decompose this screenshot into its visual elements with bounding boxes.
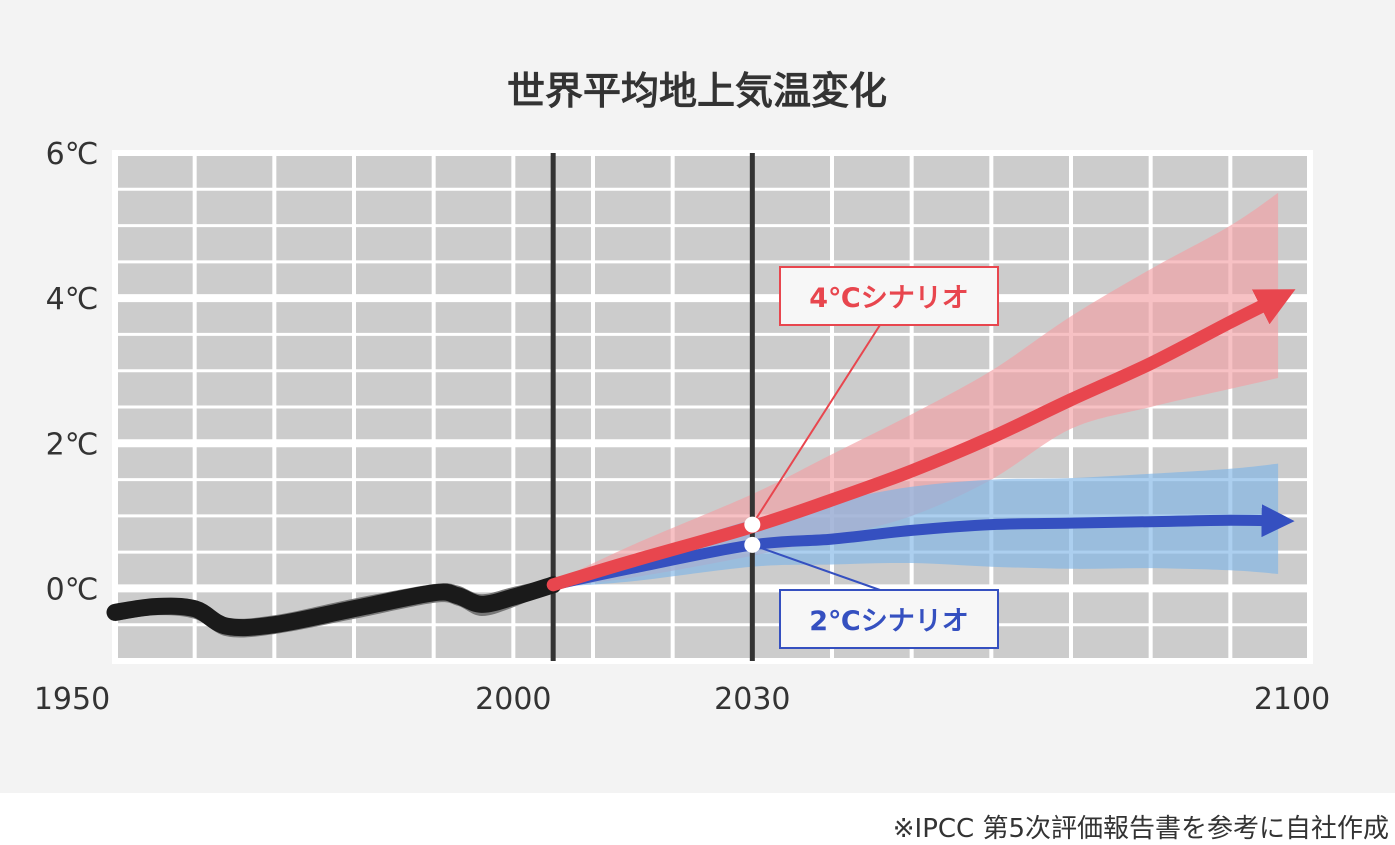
chart-svg: 世界平均地上気温変化 4℃シナリオ 2℃シナリオ 0℃ 2℃ 4℃ 6℃ 1950 200… bbox=[34, 69, 1330, 717]
callout-leader bbox=[752, 543, 881, 591]
historical-line bbox=[106, 576, 562, 637]
y-tick-label: 2℃ bbox=[46, 427, 99, 462]
scenario-2c-line bbox=[547, 504, 1295, 591]
scenario-callouts: 4℃シナリオ 2℃シナリオ bbox=[744, 266, 999, 649]
y-tick-label: 4℃ bbox=[46, 282, 99, 317]
source-note: ※IPCC 第5次評価報告書を参考に自社作成 bbox=[892, 814, 1389, 844]
callout-box bbox=[779, 589, 999, 649]
y-tick-label: 6℃ bbox=[46, 137, 99, 172]
series-lines bbox=[106, 289, 1296, 637]
y-tick-label: 0℃ bbox=[46, 572, 99, 607]
x-tick-label: 1950 bbox=[34, 682, 110, 717]
callout-point bbox=[744, 516, 761, 533]
x-tick-label: 2000 bbox=[475, 682, 551, 717]
plot-border bbox=[112, 150, 1313, 664]
x-tick-label: 2100 bbox=[1254, 682, 1330, 717]
callout-box bbox=[779, 266, 999, 326]
callout-label: 4℃シナリオ bbox=[809, 283, 968, 314]
callout-label: 2℃シナリオ bbox=[809, 606, 968, 637]
callout-point bbox=[744, 536, 761, 553]
y-axis-ticks: 0℃ 2℃ 4℃ 6℃ bbox=[46, 137, 99, 607]
scenario-4c-line bbox=[546, 289, 1296, 592]
x-tick-label: 2030 bbox=[714, 682, 790, 717]
x-axis-ticks: 1950 2000 2030 2100 bbox=[34, 682, 1330, 717]
callout-leader bbox=[751, 324, 881, 526]
chart-title: 世界平均地上気温変化 bbox=[507, 69, 887, 113]
